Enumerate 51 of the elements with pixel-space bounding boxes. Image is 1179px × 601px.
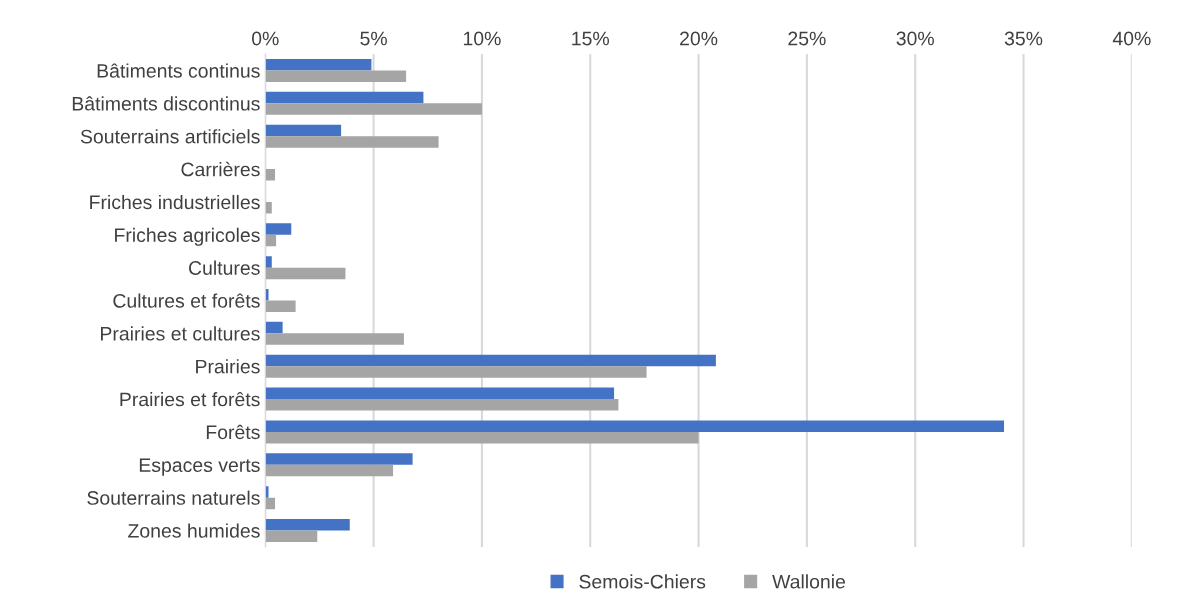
bar	[265, 486, 269, 498]
y-tick-label: Forêts	[206, 424, 260, 440]
bar	[265, 366, 647, 378]
x-tick-label: 10%	[463, 31, 501, 46]
y-tick-label: Prairies et cultures	[101, 326, 260, 341]
x-tick-label: 30%	[896, 31, 934, 46]
y-tick-label: Espaces verts	[139, 458, 260, 476]
bar	[265, 333, 404, 345]
y-tick-label: Souterrains artificiels	[80, 129, 260, 144]
y-tick-label: Prairies et forêts	[120, 391, 260, 407]
x-tick-label: 40%	[1112, 31, 1151, 46]
bar	[265, 136, 439, 148]
bar	[265, 267, 346, 280]
bar	[265, 518, 350, 531]
x-tick-label: 25%	[788, 31, 826, 46]
legend-label: Wallonie	[772, 574, 846, 589]
x-tick-label: 5%	[360, 31, 387, 46]
bar	[265, 431, 699, 444]
y-tick-label: Bâtiments continus	[97, 63, 260, 78]
bar	[265, 289, 269, 301]
bar	[265, 530, 318, 542]
x-tick-label: 15%	[572, 31, 609, 46]
x-tick-label: 35%	[1004, 31, 1043, 46]
y-tick-label: Friches industrielles	[90, 194, 260, 210]
bar	[265, 464, 394, 477]
bar	[265, 223, 292, 235]
y-tick-label: Cultures	[189, 260, 260, 275]
y-tick-label: Friches agricoles	[115, 227, 260, 246]
y-tick-label: Zones humides	[128, 523, 260, 538]
y-tick-label: Bâtiments discontinus	[72, 96, 260, 111]
bar	[265, 70, 407, 83]
y-tick-label: Souterrains naturels	[87, 490, 260, 505]
legend-label: Semois-Chiers	[579, 574, 706, 589]
bar	[265, 354, 716, 367]
x-tick-label: 0%	[251, 31, 279, 46]
bar	[265, 103, 482, 115]
bar	[265, 169, 276, 181]
bar	[265, 453, 413, 465]
bar	[265, 124, 342, 137]
y-tick-label: Carrières	[181, 161, 260, 177]
bar	[265, 91, 424, 104]
bar	[265, 256, 272, 268]
bar	[265, 399, 619, 411]
bar	[265, 420, 1005, 432]
x-tick-label: 20%	[680, 31, 718, 46]
bar	[265, 321, 283, 334]
y-tick-label: Cultures et forêts	[113, 293, 260, 308]
bar	[265, 300, 296, 312]
y-tick-label: Prairies	[196, 359, 260, 374]
bar	[265, 387, 615, 400]
bar	[265, 59, 372, 71]
